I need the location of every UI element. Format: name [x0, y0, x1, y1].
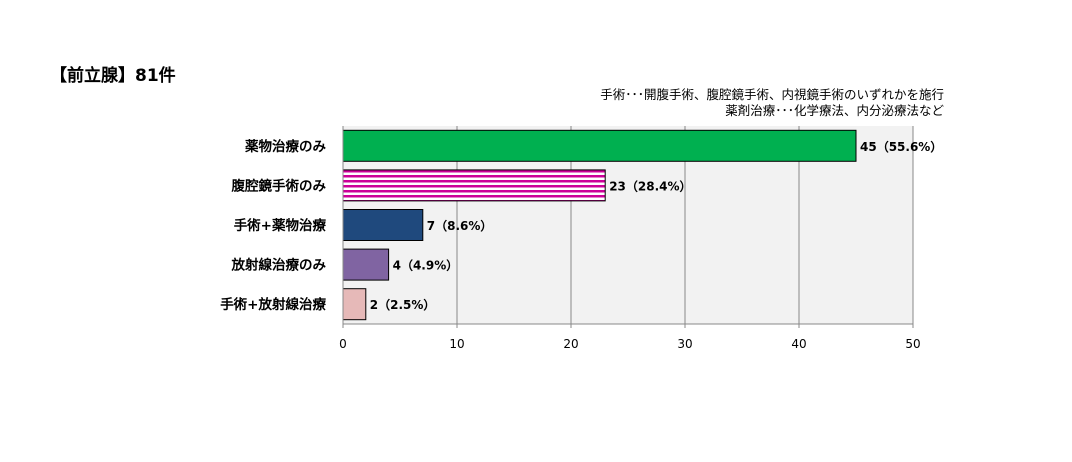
- labels: 0 10 20 30 40 50 薬物治療のみ 45（55.6%） 腹腔鏡手術のみ 23（28.4…: [220, 138, 942, 351]
- bar: [342, 288, 367, 321]
- bar: [342, 169, 606, 202]
- note-line-drug: 薬剤治療･･･化学療法、内分泌療法など: [725, 103, 944, 118]
- x-tick-label: 40: [791, 337, 806, 351]
- bar: [342, 209, 424, 241]
- bar: [342, 248, 390, 281]
- bar: [342, 129, 857, 162]
- category-label: 放射線治療のみ: [231, 257, 327, 274]
- x-tick-label: 30: [677, 337, 692, 351]
- note-line-surgery: 手術･･･開腹手術、腹腔鏡手術、内視鏡手術のいずれかを施行: [600, 87, 944, 102]
- data-label: 2（2.5%）: [370, 297, 436, 312]
- data-label: 45（55.6%）: [860, 139, 942, 154]
- category-label: 手術+薬物治療: [234, 217, 327, 234]
- x-tick-label: 50: [905, 337, 920, 351]
- bars: [342, 129, 857, 321]
- category-label: 腹腔鏡手術のみ: [232, 177, 327, 194]
- chart-notes: 手術･･･開腹手術、腹腔鏡手術、内視鏡手術のいずれかを施行 薬剤治療･･･化学療…: [600, 87, 944, 119]
- category-label: 薬物治療のみ: [245, 138, 326, 155]
- x-tick-label: 10: [449, 337, 464, 351]
- x-tick-label: 0: [339, 337, 347, 351]
- x-tick-label: 20: [563, 337, 578, 351]
- page-title: 【前立腺】81件: [50, 66, 176, 86]
- data-label: 23（28.4%）: [609, 178, 691, 193]
- data-label: 7（8.6%）: [427, 218, 493, 233]
- data-label: 4（4.9%）: [393, 258, 459, 273]
- category-label: 手術+放射線治療: [220, 296, 326, 313]
